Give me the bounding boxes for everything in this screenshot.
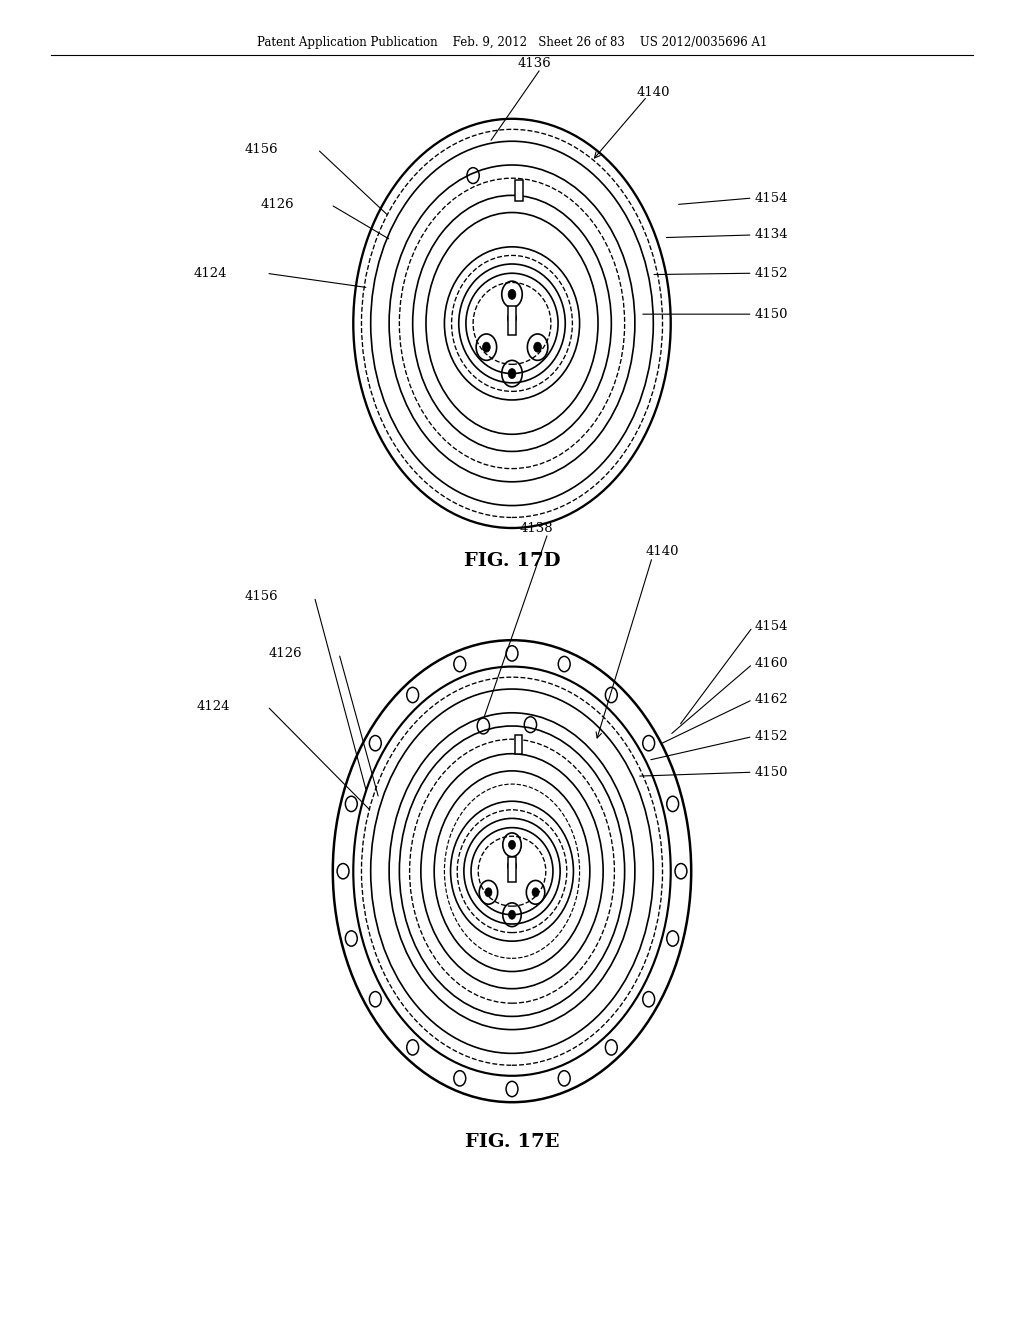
Text: 4150: 4150 — [755, 766, 788, 779]
Circle shape — [534, 342, 542, 352]
Bar — [508, 306, 516, 335]
Circle shape — [508, 289, 516, 300]
Bar — [508, 857, 516, 882]
Text: 4140: 4140 — [637, 86, 671, 99]
Text: 4162: 4162 — [755, 693, 788, 706]
Text: 4154: 4154 — [755, 191, 788, 205]
Circle shape — [485, 888, 492, 896]
Circle shape — [509, 911, 515, 919]
Text: 4156: 4156 — [245, 590, 279, 603]
Text: 4156: 4156 — [245, 143, 279, 156]
Circle shape — [532, 888, 539, 896]
Text: 4150: 4150 — [755, 308, 788, 321]
Circle shape — [508, 861, 516, 871]
Circle shape — [482, 342, 490, 352]
Text: 4134: 4134 — [755, 228, 788, 242]
Text: 4152: 4152 — [755, 267, 788, 280]
Text: 4124: 4124 — [194, 267, 227, 280]
Text: Patent Application Publication    Feb. 9, 2012   Sheet 26 of 83    US 2012/00356: Patent Application Publication Feb. 9, 2… — [257, 36, 767, 49]
Text: 4160: 4160 — [755, 657, 788, 671]
Bar — [515, 735, 522, 754]
Text: 4138: 4138 — [519, 521, 553, 535]
Circle shape — [508, 368, 516, 379]
Text: 4152: 4152 — [755, 730, 788, 743]
Text: 4136: 4136 — [517, 57, 551, 70]
Text: 4126: 4126 — [268, 647, 302, 660]
Text: 4126: 4126 — [260, 198, 294, 211]
Text: 4154: 4154 — [755, 620, 788, 634]
Circle shape — [509, 841, 515, 849]
Bar — [515, 180, 523, 201]
Text: 4124: 4124 — [197, 700, 230, 713]
Circle shape — [508, 312, 516, 325]
Text: 4140: 4140 — [645, 545, 679, 558]
Text: FIG. 17D: FIG. 17D — [464, 552, 560, 570]
Text: FIG. 17E: FIG. 17E — [465, 1133, 559, 1151]
